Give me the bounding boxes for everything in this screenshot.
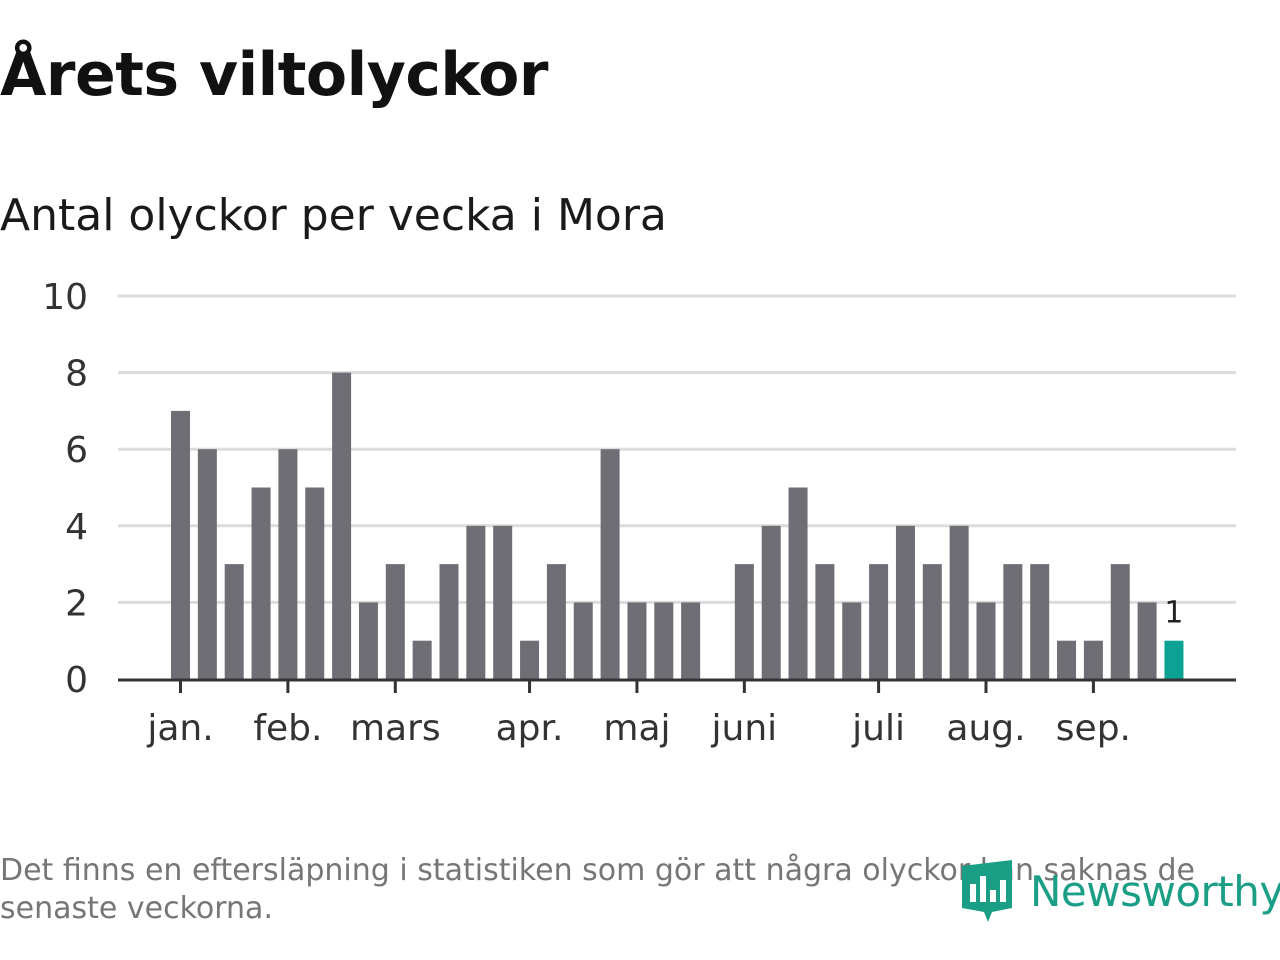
bar-week-35 [1083,640,1103,679]
y-tick-label: 0 [65,660,88,701]
bar-week-14 [520,640,540,679]
x-tick-label-juli: juli [851,708,905,749]
bar-week-17 [600,449,620,679]
bar-week-37 [1137,602,1157,679]
bar-latest-week [1164,640,1184,679]
bar-week-24 [788,487,808,679]
x-tick-label-aug: aug. [946,708,1025,749]
bar-week-29 [922,564,942,679]
bar-week-6 [305,487,325,679]
x-tick-label-juni: juni [711,708,778,749]
data-labels: 1 [1164,596,1183,631]
x-tick-label-mars: mars [350,708,441,749]
bar-chart: 0 2 4 6 8 10 jan. feb. mars apr. maj juni juli aug. s… [42,277,1236,749]
y-tick-label: 6 [65,430,88,471]
bar-week-18 [627,602,647,679]
bar-week-4 [251,487,271,679]
x-axis: jan. feb. mars apr. maj juni juli aug. sep. [118,678,1236,749]
brand-label: Newsworthy [1030,866,1280,916]
bar-week-36 [1110,564,1130,679]
bar-week-8 [358,602,378,679]
bar-week-11 [439,564,459,679]
bar-week-22 [734,564,754,679]
bar-week-30 [949,525,969,679]
bar-week-1 [171,410,190,679]
y-axis-ticks: 0 2 4 6 8 10 [42,277,88,701]
bar-week-19 [654,602,674,679]
bars [171,372,1184,679]
bar-week-2 [197,449,217,679]
bar-week-15 [546,564,566,679]
brand: Newsworthy [962,860,1280,922]
bar-week-32 [1003,564,1023,679]
bar-week-25 [815,564,835,679]
x-tick-label-sep: sep. [1056,708,1131,749]
chart-title: Årets viltolyckor [0,40,549,110]
bar-week-3 [224,564,244,679]
y-tick-label: 10 [42,277,88,318]
bar-week-31 [976,602,996,679]
bar-week-26 [842,602,862,679]
x-tick-label-feb: feb. [253,708,322,749]
chart-subtitle: Antal olyckor per vecka i Mora [0,190,667,241]
bar-week-16 [573,602,593,679]
x-tick-label-maj: maj [603,708,670,749]
y-tick-label: 8 [65,354,88,395]
bar-week-12 [466,525,486,679]
bar-week-34 [1057,640,1077,679]
bar-week-9 [385,564,405,679]
grid-lines [118,294,1236,604]
bar-week-28 [895,525,915,679]
y-tick-label: 2 [65,583,88,624]
latest-value-label: 1 [1164,596,1183,631]
bar-week-23 [761,525,781,679]
x-tick-label-apr: apr. [496,708,564,749]
bar-week-27 [869,564,889,679]
x-tick-label-jan: jan. [146,708,213,749]
newsworthy-logo-icon [962,860,1012,922]
bar-week-10 [412,640,432,679]
bar-week-20 [681,602,701,679]
bar-week-13 [493,525,513,679]
y-tick-label: 4 [65,507,88,548]
bar-week-5 [278,449,298,679]
bar-week-7 [332,372,352,679]
bar-week-33 [1030,564,1050,679]
